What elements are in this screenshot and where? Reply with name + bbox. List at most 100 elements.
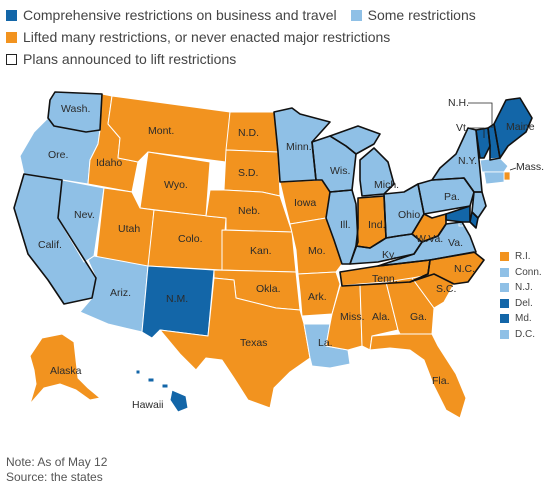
map-legend: Comprehensive restrictions on business a… bbox=[6, 4, 554, 70]
plans-outline-delaware bbox=[469, 211, 479, 229]
label-texas: Texas bbox=[240, 337, 267, 349]
label-kentucky: Ky. bbox=[382, 249, 396, 261]
state-connecticut bbox=[483, 171, 505, 185]
state-labels: Wash. Ore. Calif. Nev. Idaho Mont. Wyo. … bbox=[38, 97, 544, 411]
label-massachusetts: Mass. bbox=[516, 161, 544, 173]
label-north-dakota: N.D. bbox=[238, 127, 259, 139]
plans-outline-north-carolina bbox=[409, 251, 485, 285]
label-kansas: Kan. bbox=[250, 245, 272, 257]
plans-outline-washington bbox=[47, 91, 103, 133]
label-nebraska: Neb. bbox=[238, 205, 260, 217]
plans-outline-california bbox=[13, 173, 97, 305]
legend-label-lifted: Lifted many restrictions, or never enact… bbox=[23, 29, 391, 45]
leader-ma bbox=[509, 167, 517, 171]
label-oregon: Ore. bbox=[48, 149, 68, 161]
label-arizona: Ariz. bbox=[110, 287, 131, 299]
label-michigan: Mich. bbox=[374, 179, 399, 191]
small-state-key-row: D.C. bbox=[500, 327, 542, 343]
small-state-label: Del. bbox=[515, 297, 533, 309]
label-tennessee: Tenn. bbox=[372, 273, 398, 285]
state-shapes bbox=[13, 91, 533, 419]
small-state-label: R.I. bbox=[515, 251, 531, 263]
state-texas bbox=[159, 277, 311, 409]
state-hawaii bbox=[135, 369, 189, 413]
plans-outline-kentucky bbox=[349, 233, 423, 265]
label-virginia: Va. bbox=[448, 237, 463, 249]
label-hawaii: Hawaii bbox=[132, 399, 164, 411]
small-states-key: R.I. Conn. N.J. Del. Md. D.C. bbox=[500, 249, 542, 342]
small-state-swatch bbox=[500, 329, 509, 339]
small-state-key-row: Del. bbox=[500, 296, 542, 312]
label-west-virginia: W.Va. bbox=[416, 233, 443, 245]
label-montana: Mont. bbox=[148, 125, 174, 137]
label-louisiana: La. bbox=[318, 337, 333, 349]
legend-item-comprehensive: Comprehensive restrictions on business a… bbox=[6, 4, 337, 26]
label-minnesota: Minn. bbox=[286, 141, 312, 153]
label-illinois: Ill. bbox=[340, 219, 351, 231]
label-maine: Maine bbox=[506, 121, 535, 133]
label-south-carolina: S.C. bbox=[436, 283, 456, 295]
legend-swatch-plans bbox=[6, 53, 17, 65]
plans-outline-maryland bbox=[445, 205, 471, 223]
plans-outline-maine bbox=[493, 97, 533, 159]
plans-outline-new-york bbox=[431, 127, 483, 193]
small-state-swatch bbox=[500, 283, 509, 293]
label-south-dakota: S.D. bbox=[238, 167, 258, 179]
label-iowa: Iowa bbox=[294, 197, 316, 209]
leader-lines bbox=[468, 102, 517, 171]
label-wyoming: Wyo. bbox=[164, 179, 188, 191]
small-state-label: N.J. bbox=[515, 282, 533, 294]
plans-outlines bbox=[13, 91, 533, 305]
label-florida: Fla. bbox=[432, 375, 450, 387]
label-new-york: N.Y. bbox=[458, 155, 477, 167]
label-georgia: Ga. bbox=[410, 311, 427, 323]
small-state-label: Conn. bbox=[515, 266, 542, 278]
leader-vt bbox=[470, 127, 485, 138]
legend-swatch-lifted bbox=[6, 31, 17, 43]
label-ohio: Ohio bbox=[398, 209, 420, 221]
small-state-key-row: Conn. bbox=[500, 265, 542, 281]
note-text: Note: As of May 12 bbox=[6, 455, 108, 469]
small-state-swatch bbox=[500, 314, 509, 324]
label-oklahoma: Okla. bbox=[256, 283, 281, 295]
small-state-label: D.C. bbox=[515, 328, 535, 340]
small-state-swatch bbox=[500, 267, 509, 277]
legend-label-some: Some restrictions bbox=[367, 7, 476, 23]
small-state-label: Md. bbox=[515, 313, 532, 325]
plans-outline-michigan bbox=[329, 125, 395, 197]
label-arkansas: Ark. bbox=[308, 291, 327, 303]
legend-item-lifted: Lifted many restrictions, or never enact… bbox=[6, 26, 390, 48]
small-state-key-row: N.J. bbox=[500, 280, 542, 296]
small-state-swatch bbox=[500, 252, 509, 262]
label-indiana: Ind. bbox=[368, 219, 386, 231]
label-new-mexico: N.M. bbox=[166, 293, 188, 305]
label-washington: Wash. bbox=[61, 103, 90, 115]
plans-outline-vermont bbox=[475, 127, 491, 159]
label-idaho: Idaho bbox=[96, 157, 122, 169]
label-new-hampshire: N.H. bbox=[448, 97, 469, 109]
legend-swatch-comprehensive bbox=[6, 9, 17, 21]
label-alaska: Alaska bbox=[50, 365, 82, 377]
plans-outline-new-jersey bbox=[471, 191, 487, 219]
label-vermont: Vt. bbox=[456, 122, 469, 134]
label-pennsylvania: Pa. bbox=[444, 191, 460, 203]
legend-item-some: Some restrictions bbox=[350, 4, 476, 26]
legend-label-comprehensive: Comprehensive restrictions on business a… bbox=[23, 7, 337, 23]
leader-nh bbox=[468, 102, 493, 128]
label-alabama: Ala. bbox=[372, 311, 390, 323]
label-nevada: Nev. bbox=[74, 209, 95, 221]
state-florida bbox=[369, 333, 467, 419]
label-california: Calif. bbox=[38, 239, 62, 251]
label-colorado: Colo. bbox=[178, 233, 203, 245]
legend-item-plans: Plans announced to lift restrictions bbox=[6, 48, 236, 70]
label-utah: Utah bbox=[118, 223, 140, 235]
label-wisconsin: Wis. bbox=[330, 165, 350, 177]
state-rhode-island bbox=[503, 171, 511, 181]
state-alaska bbox=[29, 333, 101, 405]
footnote: Note: As of May 12 Source: the states bbox=[6, 455, 107, 485]
label-missouri: Mo. bbox=[308, 245, 326, 257]
label-north-carolina: N.C. bbox=[454, 263, 475, 275]
label-mississippi: Miss. bbox=[340, 311, 365, 323]
legend-label-plans: Plans announced to lift restrictions bbox=[23, 51, 237, 67]
us-map: Wash. Ore. Calif. Nev. Idaho Mont. Wyo. … bbox=[13, 91, 544, 419]
